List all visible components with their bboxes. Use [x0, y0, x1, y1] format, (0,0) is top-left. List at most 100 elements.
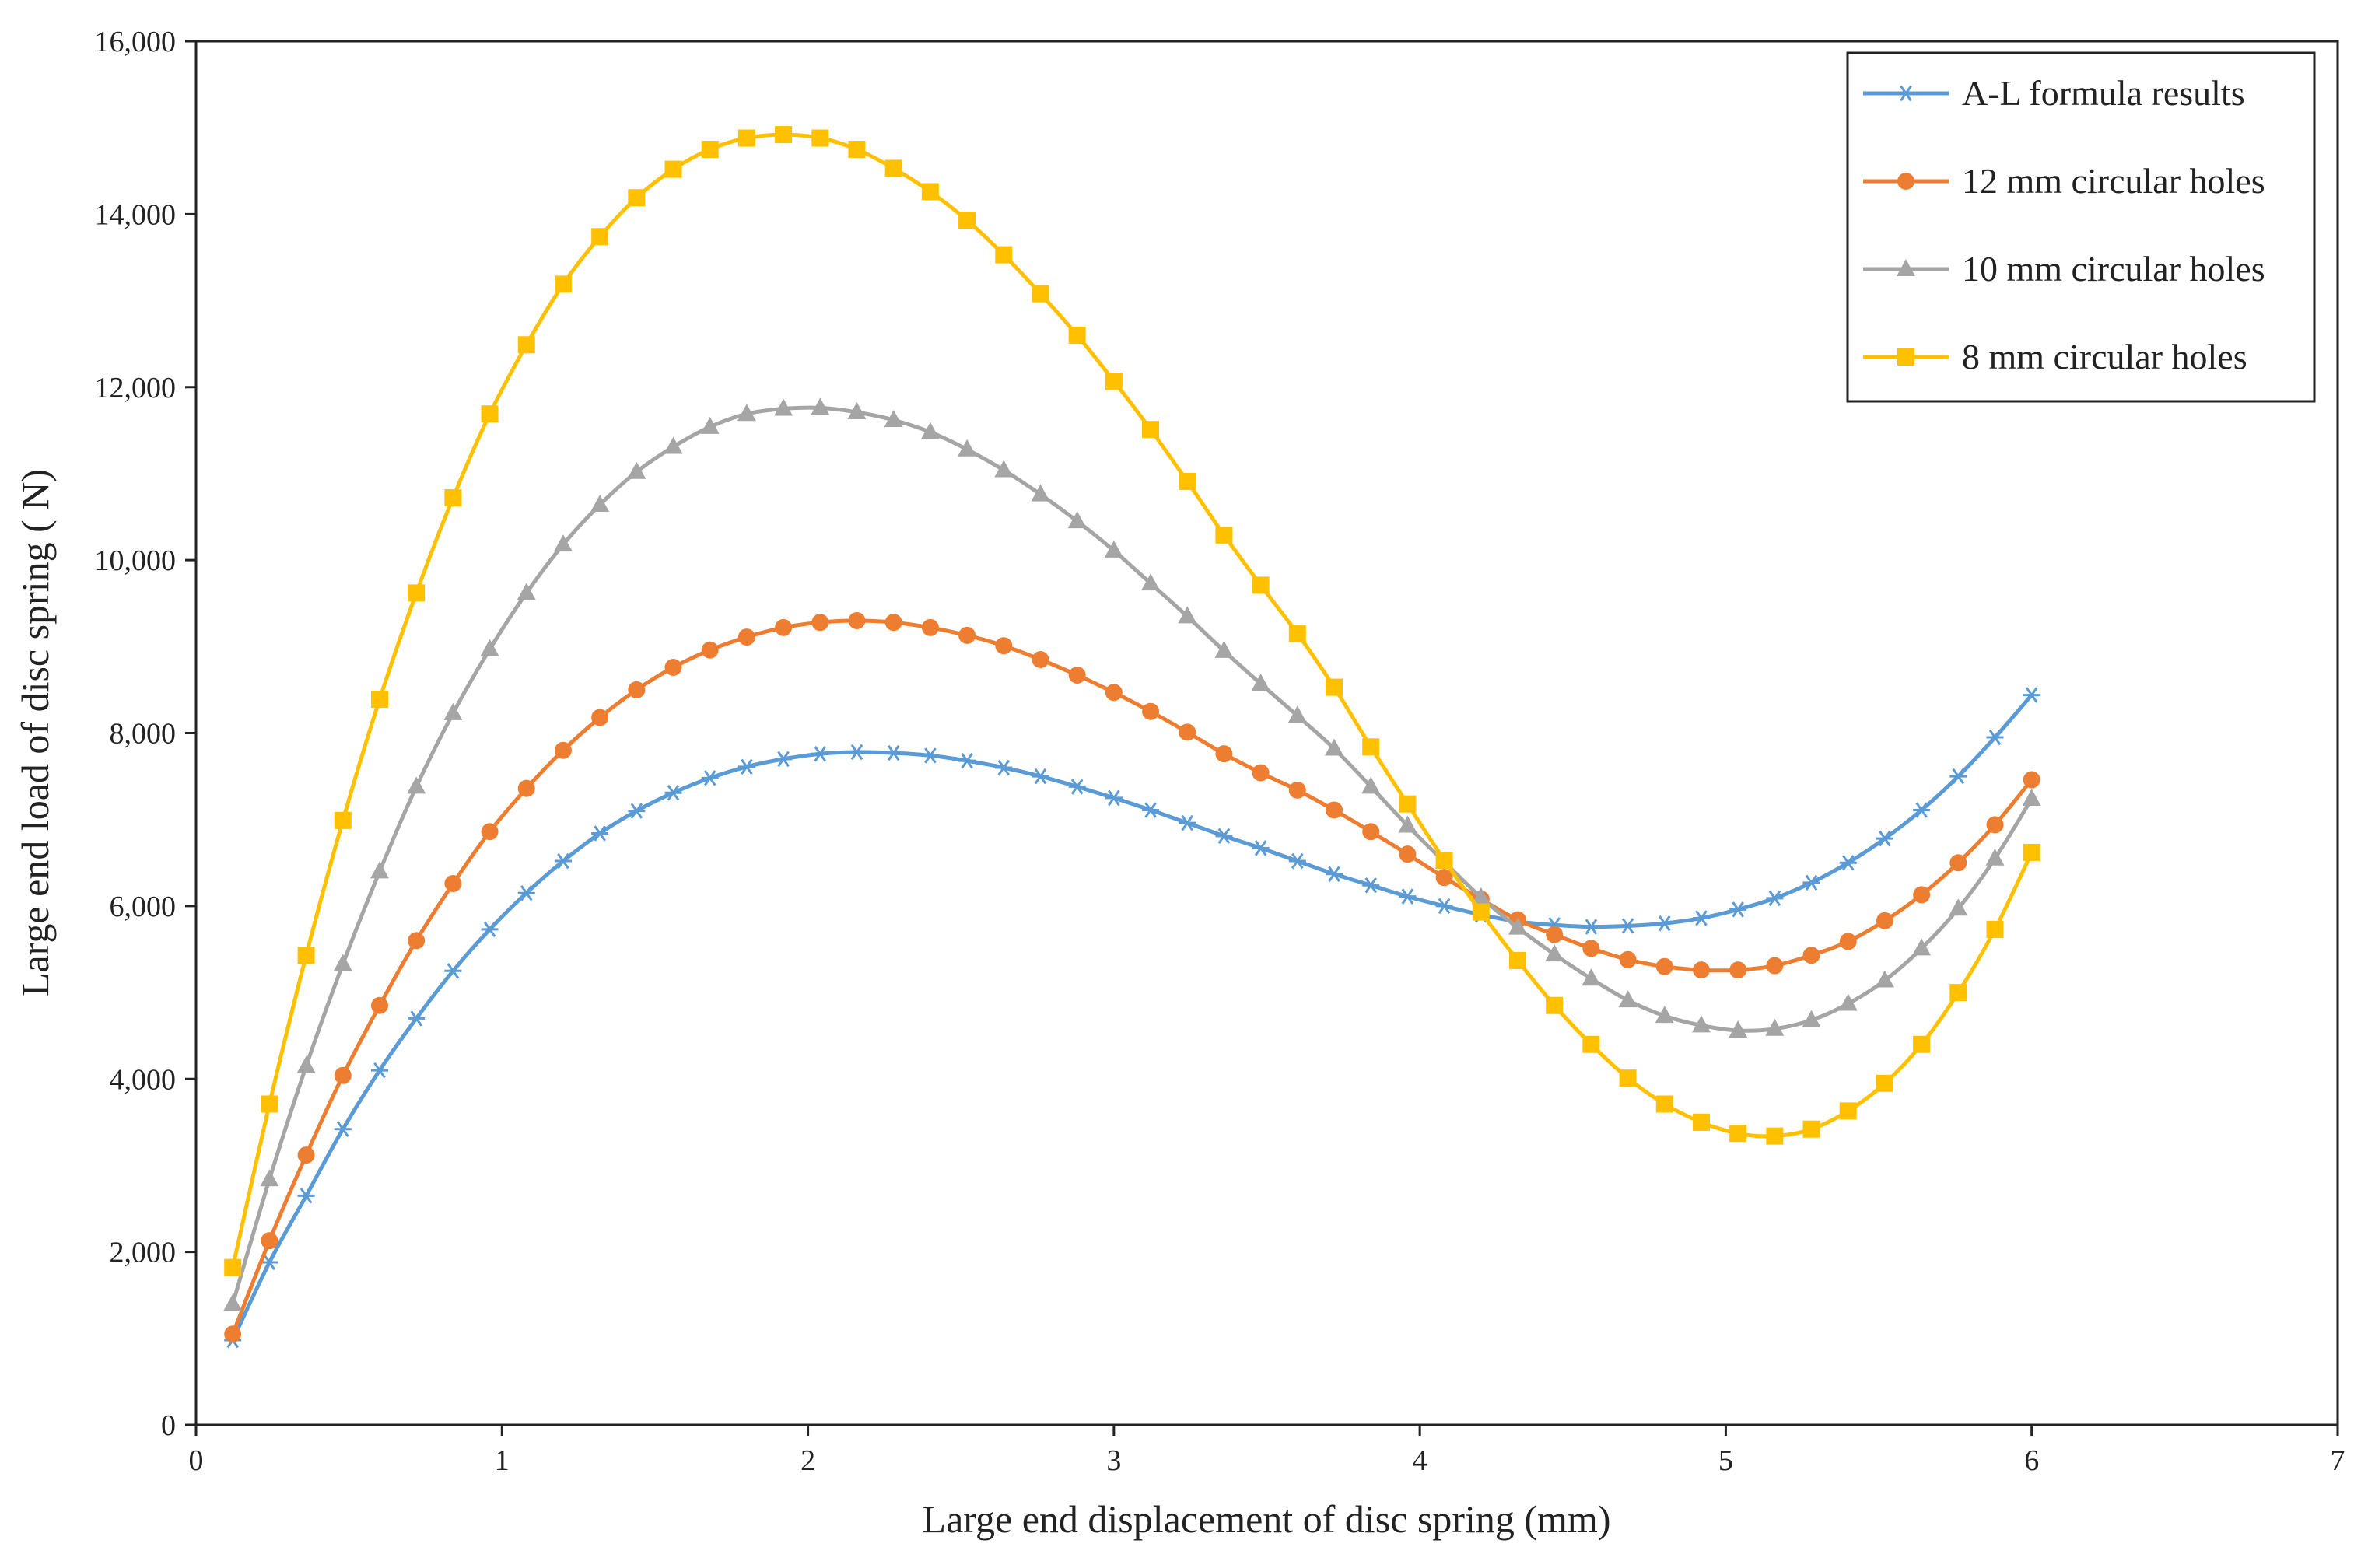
data-point — [1986, 729, 2004, 746]
data-point — [261, 1254, 278, 1271]
data-point — [1142, 702, 1160, 720]
data-point — [847, 401, 867, 419]
data-point — [1582, 940, 1600, 957]
data-point — [664, 658, 682, 676]
data-point — [334, 1121, 352, 1137]
data-point — [1398, 815, 1417, 833]
data-point — [1252, 576, 1270, 594]
data-point — [334, 811, 352, 829]
data-point — [1435, 869, 1453, 887]
data-point — [1068, 327, 1086, 345]
x-tick-label: 4 — [1413, 1444, 1427, 1477]
data-point — [1215, 526, 1233, 544]
series-8-mm-circular-holes — [224, 126, 2040, 1276]
data-point — [1876, 830, 1893, 847]
data-point — [1288, 625, 1306, 642]
y-tick-label: 6,000 — [110, 891, 177, 923]
data-point — [811, 745, 829, 762]
legend-item: 12 mm circular holes — [1863, 161, 2265, 201]
data-point — [223, 1293, 243, 1311]
series-line-12-mm-circular-holes — [230, 618, 2033, 1335]
data-point — [884, 614, 902, 632]
data-point — [1472, 903, 1490, 921]
series-a-l-formula-results — [224, 687, 2040, 1349]
data-point — [591, 709, 609, 726]
data-point — [1288, 781, 1306, 799]
data-point — [334, 1066, 352, 1084]
data-point — [921, 183, 939, 201]
legend-label: 8 mm circular holes — [1962, 337, 2247, 376]
data-point — [517, 779, 535, 797]
data-point — [2023, 771, 2040, 789]
data-point — [1692, 961, 1710, 979]
data-point — [1913, 1035, 1931, 1053]
data-point — [1582, 1035, 1600, 1053]
data-point — [224, 1258, 242, 1276]
data-point — [1949, 898, 1968, 916]
data-point — [481, 921, 499, 938]
data-point — [1802, 1010, 1821, 1027]
data-point — [664, 785, 682, 801]
data-point — [517, 884, 535, 901]
data-point — [1288, 852, 1306, 870]
data-point — [591, 228, 609, 246]
data-point — [921, 618, 939, 636]
data-point — [884, 744, 902, 761]
data-point — [1399, 795, 1417, 813]
data-point — [1032, 650, 1049, 668]
data-point — [1067, 511, 1087, 529]
data-point — [811, 129, 829, 147]
data-point — [958, 439, 977, 457]
data-point — [775, 126, 793, 144]
data-point — [1435, 898, 1453, 915]
data-point — [1508, 917, 1527, 935]
data-point — [1876, 912, 1893, 929]
data-point — [1362, 877, 1380, 894]
data-point — [1802, 947, 1820, 964]
data-point — [1985, 848, 2005, 866]
data-point — [296, 1055, 316, 1073]
data-point — [958, 212, 976, 229]
data-point — [1105, 789, 1123, 807]
series-layer — [223, 126, 2041, 1349]
data-point — [2023, 843, 2040, 861]
data-point — [1142, 802, 1160, 818]
data-point — [1326, 866, 1343, 882]
data-point — [737, 129, 755, 147]
y-tick-label: 16,000 — [95, 26, 177, 58]
data-point — [1215, 745, 1233, 763]
data-point — [1949, 854, 1967, 872]
data-point — [1214, 640, 1234, 658]
data-point — [1692, 910, 1710, 926]
legend-item: 10 mm circular holes — [1863, 249, 2265, 289]
data-point — [1949, 984, 1967, 1002]
data-point — [995, 246, 1013, 264]
data-point — [627, 461, 646, 479]
legend-label: A-L formula results — [1962, 73, 2245, 113]
data-point — [590, 494, 610, 512]
data-point — [333, 954, 352, 971]
data-point — [1399, 888, 1417, 905]
data-point — [1142, 421, 1160, 439]
y-tick-label: 0 — [161, 1409, 176, 1442]
data-point — [1729, 961, 1747, 979]
data-point — [664, 160, 682, 178]
data-point — [994, 460, 1014, 478]
data-point — [2022, 789, 2041, 807]
data-point — [1032, 768, 1049, 785]
data-point — [1252, 764, 1270, 782]
data-point — [1618, 990, 1638, 1008]
y-axis: 0 2,000 4,000 6,000 8,000 10,000 12,000 14,000 1… — [95, 26, 196, 1442]
data-point — [1619, 918, 1637, 934]
data-point — [370, 691, 388, 709]
data-point — [1619, 950, 1637, 968]
data-point — [1399, 845, 1417, 863]
data-point — [224, 1325, 242, 1343]
data-point — [1839, 933, 1857, 950]
data-point — [1655, 915, 1673, 932]
data-point — [958, 752, 976, 769]
legend-label: 10 mm circular holes — [1962, 249, 2265, 289]
data-point — [443, 702, 463, 720]
legend-marker — [1897, 259, 1915, 276]
